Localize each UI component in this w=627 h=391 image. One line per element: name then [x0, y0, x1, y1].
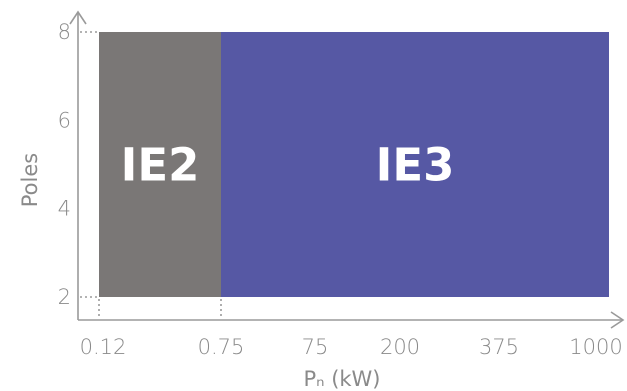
- guides-layer: [80, 31, 222, 318]
- x-tick-label: 200: [380, 335, 420, 359]
- zone-label-ie3: IE3: [376, 139, 455, 192]
- x-tick-label: 1000: [569, 335, 622, 359]
- y-tick-label: 8: [58, 20, 71, 44]
- y-tick-label: 2: [58, 285, 71, 309]
- zone-ie2: [99, 32, 221, 297]
- x-tick-label: 0.12: [80, 335, 127, 359]
- x-tick-label: 0.75: [198, 335, 245, 359]
- y-axis-arrow-icon: [69, 10, 87, 25]
- y-tick-label: 4: [58, 197, 71, 221]
- y-tick-labels: 2 4 6 8: [58, 20, 71, 309]
- x-axis-title: Pₙ (kW): [303, 367, 380, 391]
- y-axis-title: Poles: [18, 153, 42, 207]
- y-tick-label: 6: [58, 108, 71, 132]
- zones-layer: IE2 IE3: [99, 32, 609, 297]
- zone-label-ie2: IE2: [121, 139, 200, 192]
- x-tick-label: 375: [479, 335, 519, 359]
- x-tick-label: 75: [302, 335, 329, 359]
- zone-ie3: [221, 32, 609, 297]
- x-tick-labels: 0.12 0.75 75 200 375 1000: [80, 335, 623, 359]
- x-axis-arrow-icon: [610, 311, 625, 329]
- axes-layer: [69, 10, 625, 329]
